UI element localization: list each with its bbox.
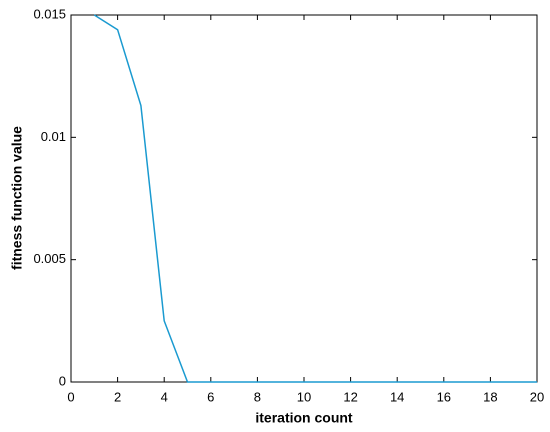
x-tick-label: 12: [343, 389, 357, 404]
x-tick-label: 20: [530, 389, 544, 404]
x-tick-label: 6: [207, 389, 214, 404]
x-tick-label: 0: [67, 389, 74, 404]
y-tick-label: 0.005: [33, 251, 66, 266]
x-tick-label: 10: [297, 389, 311, 404]
y-tick-label: 0.015: [33, 6, 66, 21]
plot-frame: [70, 14, 538, 383]
x-tick-label: 18: [483, 389, 497, 404]
x-tick-label: 2: [114, 389, 121, 404]
x-axis-label: iteration count: [255, 410, 353, 426]
y-tick-label: 0.01: [41, 129, 66, 144]
y-tick-label: 0: [59, 373, 66, 388]
x-tick-label: 16: [437, 389, 451, 404]
y-axis-label: fitness function value: [9, 126, 25, 270]
x-tick-label: 4: [161, 389, 168, 404]
x-tick-label: 14: [390, 389, 404, 404]
x-tick-label: 8: [254, 389, 261, 404]
data-line: [93, 14, 537, 383]
